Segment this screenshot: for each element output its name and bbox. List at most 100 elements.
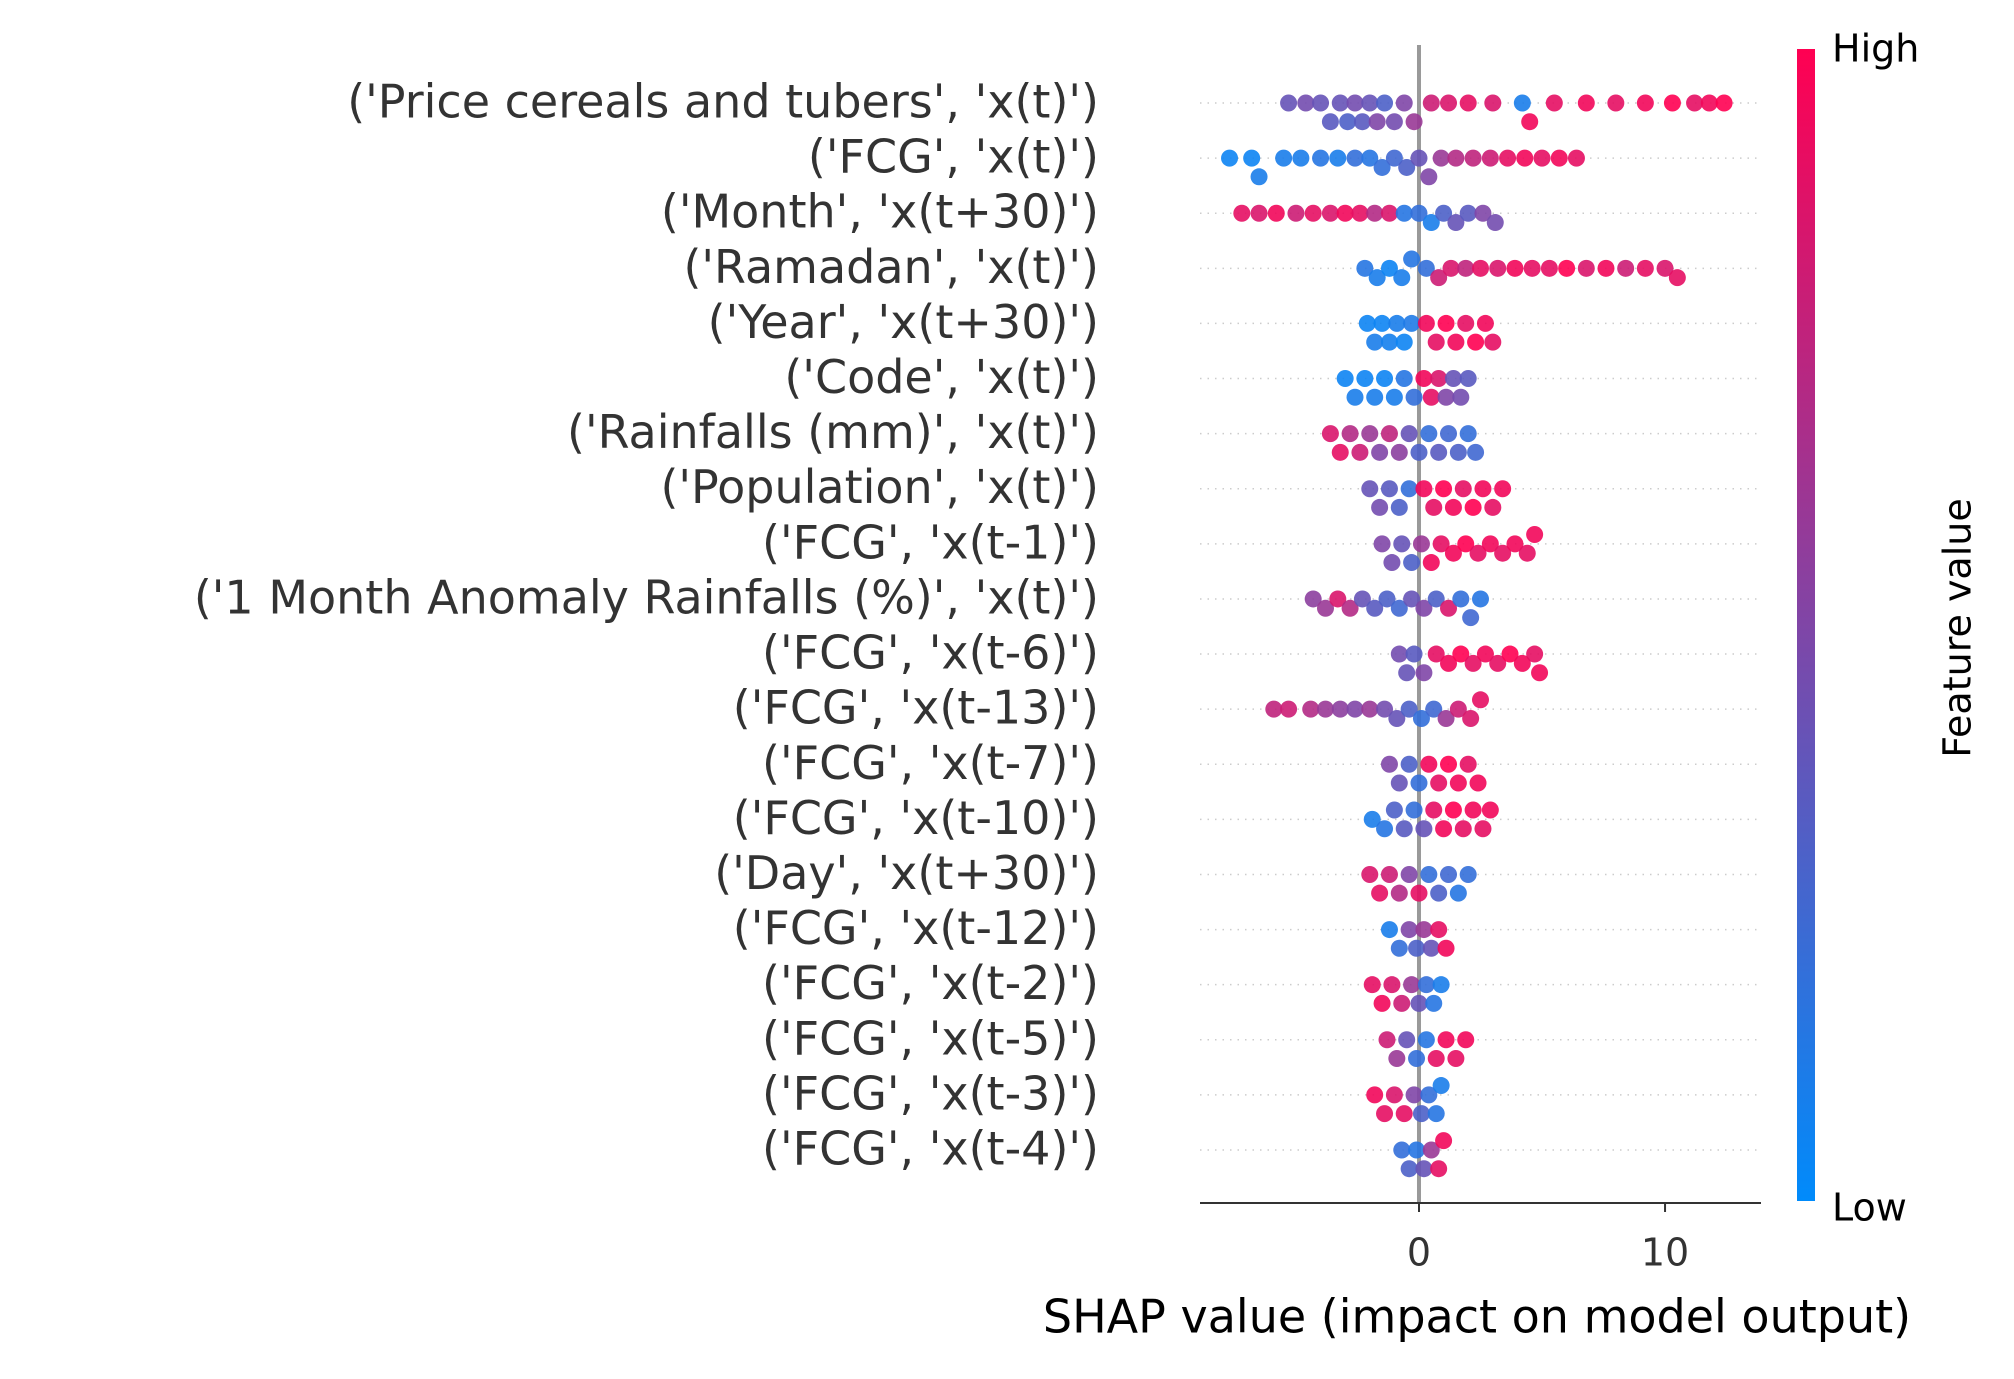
dot <box>1437 314 1455 332</box>
dot <box>1425 801 1443 819</box>
dot <box>1361 94 1379 112</box>
dot <box>1312 149 1330 167</box>
dot <box>1353 590 1371 608</box>
dot <box>1422 554 1440 572</box>
dot <box>1481 801 1499 819</box>
dot <box>1550 149 1568 167</box>
dot <box>1321 113 1339 131</box>
dot <box>1373 535 1391 553</box>
dot <box>1454 820 1472 838</box>
dot <box>1280 94 1298 112</box>
dot <box>1545 94 1563 112</box>
dot <box>1489 654 1507 672</box>
dot <box>1408 1141 1426 1159</box>
dot <box>1425 700 1443 718</box>
dot <box>1346 700 1364 718</box>
dot <box>1243 149 1261 167</box>
dot <box>1499 149 1517 167</box>
dot <box>1447 1049 1465 1067</box>
dot <box>1312 94 1330 112</box>
dot <box>1341 599 1359 617</box>
dot <box>1304 590 1322 608</box>
y-tick-label: ('Code', 'x(t)') <box>784 350 1099 404</box>
colorbar-title: Feature value <box>1936 498 1980 757</box>
colorbar <box>1797 49 1815 1201</box>
dot <box>1331 443 1349 461</box>
dot <box>1356 259 1374 277</box>
dot <box>1440 755 1458 773</box>
dot <box>1457 1031 1475 1049</box>
dot <box>1686 94 1704 112</box>
dot <box>1371 443 1389 461</box>
y-tick-label: ('FCG', 'x(t-3)') <box>762 1066 1099 1120</box>
dot <box>1331 94 1349 112</box>
dot <box>1430 774 1448 792</box>
dot <box>1454 480 1472 498</box>
dot <box>1363 810 1381 828</box>
dot <box>1351 204 1369 222</box>
dot <box>1447 333 1465 351</box>
dot <box>1373 158 1391 176</box>
dot <box>1380 921 1398 939</box>
dot <box>1486 214 1504 232</box>
dot <box>1452 388 1470 406</box>
dot <box>1474 204 1492 222</box>
dot <box>1430 921 1448 939</box>
dot <box>1412 710 1430 728</box>
dot <box>1378 590 1396 608</box>
dot <box>1280 700 1298 718</box>
dot <box>1400 1160 1418 1178</box>
dot <box>1447 149 1465 167</box>
dot <box>1373 314 1391 332</box>
dot <box>1440 425 1458 443</box>
dot <box>1415 599 1433 617</box>
dot <box>1363 976 1381 994</box>
dot <box>1292 149 1310 167</box>
dot <box>1336 370 1354 388</box>
dot <box>1331 700 1349 718</box>
dot <box>1464 498 1482 516</box>
dot <box>1501 645 1519 663</box>
dot <box>1415 820 1433 838</box>
dot <box>1393 1141 1411 1159</box>
dot <box>1469 544 1487 562</box>
dot <box>1494 544 1512 562</box>
dot <box>1427 333 1445 351</box>
dot <box>1400 425 1418 443</box>
dot <box>1430 1160 1448 1178</box>
x-tick-label: 10 <box>1641 1231 1689 1275</box>
y-tick-label: ('Price cereals and tubers', 'x(t)') <box>347 75 1099 129</box>
dot <box>1321 425 1339 443</box>
dot <box>1442 259 1460 277</box>
dot <box>1457 535 1475 553</box>
dot <box>1533 149 1551 167</box>
dot <box>1444 498 1462 516</box>
dot <box>1484 94 1502 112</box>
dot <box>1400 480 1418 498</box>
dot <box>1346 388 1364 406</box>
dot <box>1417 314 1435 332</box>
dot <box>1403 590 1421 608</box>
dot <box>1636 259 1654 277</box>
x-axis-label: SHAP value (impact on model output) <box>1043 1290 1911 1344</box>
dot <box>1380 333 1398 351</box>
dot <box>1346 149 1364 167</box>
dot <box>1449 884 1467 902</box>
dot <box>1410 774 1428 792</box>
dot <box>1440 865 1458 883</box>
dot <box>1420 168 1438 186</box>
dot <box>1476 645 1494 663</box>
dot <box>1464 149 1482 167</box>
y-tick-label: ('Rainfalls (mm)', 'x(t)') <box>567 405 1099 459</box>
dot <box>1405 1086 1423 1104</box>
dot <box>1376 370 1394 388</box>
dot <box>1476 314 1494 332</box>
dot <box>1385 1086 1403 1104</box>
dot <box>1521 113 1539 131</box>
dot <box>1427 645 1445 663</box>
dot <box>1400 700 1418 718</box>
dot <box>1656 259 1674 277</box>
dot <box>1410 994 1428 1012</box>
dot <box>1376 94 1394 112</box>
dot <box>1393 994 1411 1012</box>
